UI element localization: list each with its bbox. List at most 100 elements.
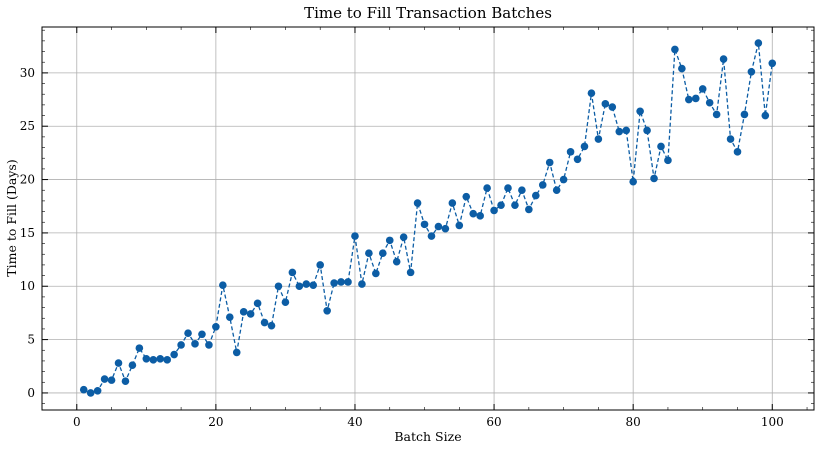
data-point: [239, 308, 248, 316]
data-point: [538, 181, 547, 189]
data-point: [441, 224, 450, 233]
data-point: [378, 249, 387, 257]
data-point: [385, 236, 394, 245]
data-point: [399, 233, 408, 241]
x-tick-label: 60: [486, 415, 501, 429]
data-point: [580, 142, 589, 151]
chart-title: Time to Fill Transaction Batches: [304, 4, 552, 22]
data-point: [643, 126, 651, 135]
data-point: [184, 329, 192, 337]
data-point: [253, 299, 262, 308]
data-point: [462, 192, 471, 201]
x-tick-label: 20: [208, 415, 223, 429]
data-point: [685, 95, 693, 104]
data-point: [163, 356, 171, 364]
data-point: [114, 359, 123, 367]
data-point: [573, 155, 582, 164]
data-point: [587, 89, 596, 97]
data-point: [427, 232, 436, 240]
data-point: [156, 354, 165, 363]
data-point: [149, 356, 158, 364]
data-point: [79, 385, 88, 394]
data-point: [532, 191, 540, 200]
grid-layer: [42, 27, 814, 410]
data-point: [267, 321, 276, 330]
data-point: [448, 199, 457, 207]
series-line-layer: [83, 42, 773, 394]
data-point: [205, 341, 213, 349]
data-point: [100, 375, 109, 383]
data-point: [281, 298, 290, 307]
data-point: [135, 344, 144, 352]
data-point: [344, 278, 352, 286]
y-tick-label: 5: [27, 333, 35, 347]
data-point: [705, 98, 714, 107]
data-point: [288, 268, 297, 277]
data-point: [629, 177, 637, 186]
data-point: [504, 184, 512, 192]
data-point: [566, 148, 575, 156]
data-point: [420, 220, 429, 229]
data-point: [93, 386, 102, 395]
data-point: [372, 269, 380, 278]
series-line: [83, 42, 773, 394]
data-point: [615, 127, 624, 136]
data-point: [754, 39, 763, 47]
data-point: [455, 221, 464, 230]
data-point: [121, 377, 130, 385]
data-point: [142, 354, 151, 363]
x-tick-label: 80: [626, 415, 641, 429]
x-axis-label: Batch Size: [394, 429, 461, 444]
data-point: [309, 281, 318, 289]
y-tick-label: 10: [20, 279, 35, 293]
data-point: [177, 341, 185, 349]
data-point: [260, 318, 269, 327]
data-point: [650, 174, 658, 183]
data-point: [246, 310, 255, 318]
data-point: [511, 201, 519, 209]
data-point: [559, 175, 568, 184]
data-point: [657, 142, 665, 151]
data-point: [671, 45, 679, 54]
data-point: [413, 199, 422, 207]
data-point: [337, 278, 345, 286]
data-point: [525, 205, 533, 214]
data-point: [490, 206, 498, 215]
data-point: [601, 100, 610, 108]
data-point: [358, 280, 366, 288]
data-point: [761, 111, 770, 120]
data-point: [747, 68, 756, 76]
data-point: [392, 257, 401, 266]
data-point: [483, 184, 491, 192]
data-point: [497, 201, 505, 209]
data-point: [768, 59, 777, 68]
data-point: [351, 232, 359, 240]
data-point: [678, 64, 686, 73]
data-point: [636, 107, 644, 116]
data-point: [232, 348, 241, 357]
data-point: [323, 306, 331, 315]
data-point: [316, 261, 324, 269]
data-point: [608, 103, 617, 111]
data-point: [518, 186, 526, 195]
plot-frame: [41, 26, 815, 411]
data-point: [198, 330, 206, 339]
data-point: [712, 110, 721, 119]
data-point: [219, 281, 227, 289]
data-point: [476, 212, 484, 220]
y-axis-label: Time to Fill (Days): [4, 159, 19, 276]
x-tick-label: 100: [761, 415, 784, 429]
data-point: [691, 94, 700, 103]
x-tick-label: 0: [73, 415, 81, 429]
data-point: [212, 322, 220, 331]
data-point: [726, 135, 735, 143]
data-point: [128, 361, 137, 369]
data-point: [434, 222, 443, 231]
data-point: [170, 350, 178, 359]
data-point: [664, 156, 672, 165]
data-point: [274, 282, 283, 291]
data-point: [552, 186, 561, 195]
data-point: [191, 340, 199, 348]
data-point: [698, 85, 707, 93]
